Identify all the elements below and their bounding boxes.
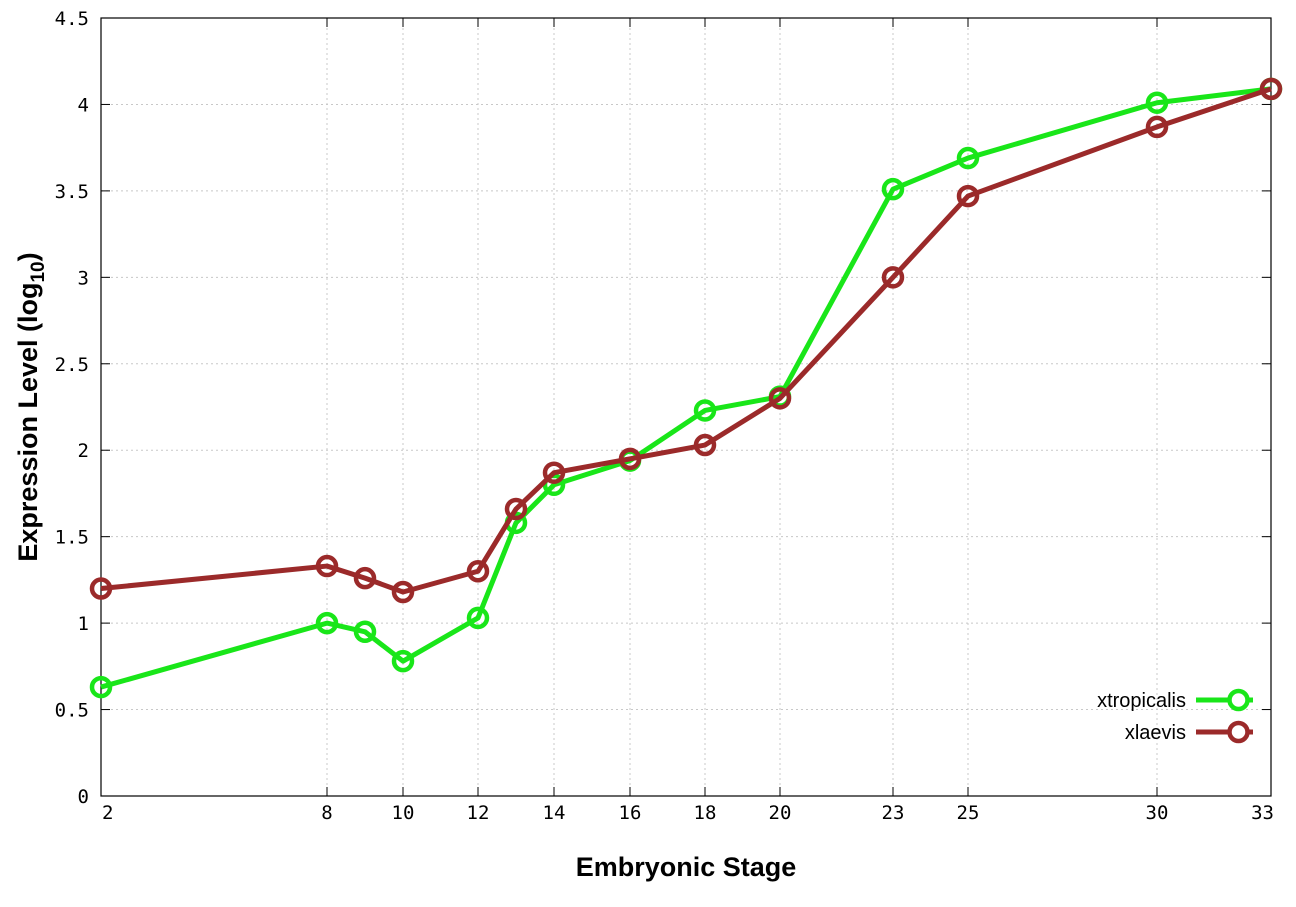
x-tick-label: 10 xyxy=(392,802,415,824)
data-point-xtropicalis xyxy=(315,611,339,635)
legend-swatch-marker-xlaevis xyxy=(1227,720,1250,744)
y-tick-label: 1 xyxy=(78,613,89,635)
x-tick-label: 23 xyxy=(882,802,905,824)
x-tick-label: 14 xyxy=(543,802,566,824)
data-point-xlaevis xyxy=(542,461,566,484)
y-axis-title-close: ) xyxy=(13,252,43,261)
y-tick-label: 0.5 xyxy=(55,700,89,722)
data-point-xtropicalis xyxy=(466,606,490,630)
data-point-xtropicalis xyxy=(881,177,905,201)
data-point-xlaevis xyxy=(353,566,377,590)
legend-label-xtropicalis: xtropicalis xyxy=(1097,690,1186,712)
data-point-xtropicalis xyxy=(956,146,980,170)
y-tick-label: 3.5 xyxy=(55,181,89,203)
data-point-xtropicalis xyxy=(391,649,415,673)
data-point-xtropicalis xyxy=(353,620,377,644)
y-tick-label: 2 xyxy=(78,440,89,462)
data-point-xlaevis xyxy=(504,497,528,521)
data-point-xlaevis xyxy=(315,554,339,578)
y-tick-label: 1.5 xyxy=(55,527,89,549)
data-point-xlaevis xyxy=(1145,115,1169,139)
data-point-xlaevis xyxy=(618,447,642,471)
x-axis-title: Embryonic Stage xyxy=(576,852,797,882)
data-point-xtropicalis xyxy=(89,675,113,699)
y-tick-label: 4.5 xyxy=(55,8,89,30)
data-point-xtropicalis xyxy=(693,399,717,422)
legend-label-xlaevis: xlaevis xyxy=(1125,722,1186,744)
x-tick-label: 12 xyxy=(467,802,490,824)
data-point-xlaevis xyxy=(391,580,415,604)
data-point-xlaevis xyxy=(1259,77,1283,101)
grid-lines xyxy=(101,18,1271,796)
x-tick-label: 18 xyxy=(694,802,717,824)
x-tick-label: 33 xyxy=(1251,802,1274,824)
y-axis-title-subscript: 10 xyxy=(28,261,49,282)
data-point-xlaevis xyxy=(881,266,905,289)
data-point-xlaevis xyxy=(956,184,980,208)
series-line-xtropicalis xyxy=(100,86,1272,690)
x-tick-label: 16 xyxy=(619,802,642,824)
y-axis-title-main: Expression Level (log xyxy=(13,283,43,562)
x-tick-label: 8 xyxy=(321,802,332,824)
x-tick-label: 20 xyxy=(769,802,792,824)
series-lines xyxy=(89,77,1283,699)
data-point-xlaevis xyxy=(768,387,792,410)
data-point-xtropicalis xyxy=(1145,91,1169,114)
legend-swatch-marker-xtropicalis xyxy=(1227,688,1250,712)
x-tick-label: 30 xyxy=(1146,802,1169,824)
y-tick-label: 4 xyxy=(78,94,89,116)
plot-frame xyxy=(100,17,1272,797)
series-line-xlaevis xyxy=(100,86,1272,595)
axis-ticks: 0 0.5 1 1.5 2 2.5 3 3.5 4 4.5 2 8 10 12 14 16 18 20 23 25 30… xyxy=(55,8,1274,824)
y-tick-label: 2.5 xyxy=(55,354,89,376)
y-tick-label: 0 xyxy=(78,786,89,808)
y-axis-title: Expression Level (log10) xyxy=(13,252,49,561)
x-tick-label: 25 xyxy=(957,802,980,824)
legend: xtropicalis xlaevis xyxy=(1097,688,1253,744)
data-point-xlaevis xyxy=(466,559,490,583)
y-tick-label: 3 xyxy=(78,267,89,289)
x-tick-label: 2 xyxy=(102,802,113,824)
data-point-xlaevis xyxy=(693,433,717,457)
data-point-xlaevis xyxy=(89,577,113,600)
